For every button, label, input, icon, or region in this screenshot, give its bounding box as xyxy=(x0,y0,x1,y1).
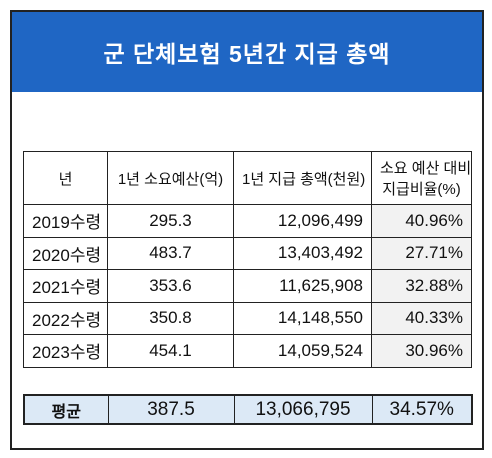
card: 군 단체보험 5년간 지급 총액 년 1년 소요예산(억) 1년 지급 총액(천… xyxy=(10,10,484,450)
table-cell: 2022수령 xyxy=(23,301,108,335)
table-row: 2019수령 295.3 12,096,499 40.96% xyxy=(23,204,472,238)
table-cell: 2020수령 xyxy=(23,236,108,270)
table-cell: 353.6 xyxy=(107,269,234,303)
average-cell: 34.57% xyxy=(371,394,473,425)
average-cell: 평균 xyxy=(23,394,109,425)
table-cell: 295.3 xyxy=(107,204,234,238)
table-cell: 14,059,524 xyxy=(233,334,372,368)
table-cell: 483.7 xyxy=(107,236,234,270)
average-cell: 387.5 xyxy=(107,394,235,425)
table-cell: 30.96% xyxy=(371,334,472,368)
data-table: 년 1년 소요예산(억) 1년 지급 총액(천원) 소요 예산 대비 지급비율(… xyxy=(23,151,472,368)
table-cell: 14,148,550 xyxy=(233,301,372,335)
header-row: 년 1년 소요예산(억) 1년 지급 총액(천원) 소요 예산 대비 지급비율(… xyxy=(23,151,472,205)
table-cell: 350.8 xyxy=(107,301,234,335)
table-cell: 13,403,492 xyxy=(233,236,372,270)
table-cell: 12,096,499 xyxy=(233,204,372,238)
table-cell: 40.33% xyxy=(371,301,472,335)
table-cell: 2023수령 xyxy=(23,334,108,368)
table-row: 2022수령 350.8 14,148,550 40.33% xyxy=(23,301,472,335)
table-row: 2021수령 353.6 11,625,908 32.88% xyxy=(23,269,472,303)
table-cell: 454.1 xyxy=(107,334,234,368)
title: 군 단체보험 5년간 지급 총액 xyxy=(103,41,391,67)
table-row: 2023수령 454.1 14,059,524 30.96% xyxy=(23,334,472,368)
average-table: 평균 387.5 13,066,795 34.57% xyxy=(23,394,473,425)
column-header: 1년 소요예산(억) xyxy=(107,151,234,205)
table-cell: 27.71% xyxy=(371,236,472,270)
title-banner: 군 단체보험 5년간 지급 총액 xyxy=(12,12,482,92)
average-row: 평균 387.5 13,066,795 34.57% xyxy=(23,394,473,425)
table-row: 2020수령 483.7 13,403,492 27.71% xyxy=(23,236,472,270)
table-cell: 11,625,908 xyxy=(233,269,372,303)
table-cell: 32.88% xyxy=(371,269,472,303)
table-cell: 2019수령 xyxy=(23,204,108,238)
column-header-line: 지급비율(%) xyxy=(382,181,461,198)
column-header: 1년 지급 총액(천원) xyxy=(233,151,372,205)
column-header: 소요 예산 대비 지급비율(%) xyxy=(371,151,472,205)
table-cell: 2021수령 xyxy=(23,269,108,303)
column-header: 년 xyxy=(23,151,108,205)
table-cell: 40.96% xyxy=(371,204,472,238)
average-cell: 13,066,795 xyxy=(233,394,373,425)
column-header-line: 소요 예산 대비 xyxy=(380,160,472,177)
